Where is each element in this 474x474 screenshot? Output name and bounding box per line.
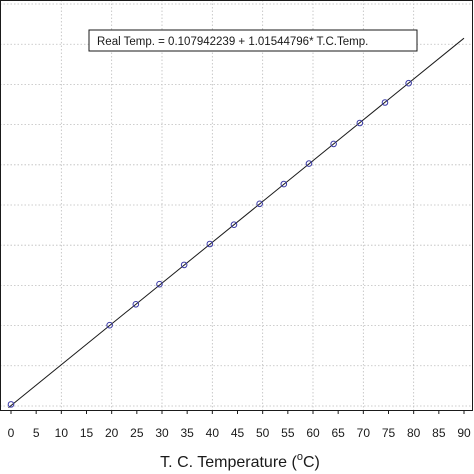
x-tick-label: 90 (457, 426, 471, 440)
x-tick-label: 40 (206, 426, 220, 440)
x-axis-title-end: C) (303, 454, 320, 471)
data-point (405, 79, 412, 87)
data-point (7, 401, 15, 408)
data-point (156, 280, 163, 288)
equation-box: Real Temp. = 0.107942239 + 1.01544796* T… (88, 29, 418, 52)
data-point (280, 180, 288, 188)
data-point (381, 99, 389, 106)
x-tick-label: 10 (55, 426, 69, 440)
equation-box-frame (88, 29, 418, 52)
x-tick-label: 25 (130, 426, 144, 440)
x-tick-label: 70 (357, 426, 371, 440)
x-tick-label: 85 (432, 426, 446, 440)
data-points (7, 79, 412, 408)
x-tick-label: 30 (155, 426, 169, 440)
data-point (132, 300, 140, 308)
gridlines (0, 0, 473, 410)
x-tick-label: 45 (231, 426, 245, 440)
x-axis-title: T. C. Temperature (oC) (160, 451, 320, 471)
x-axis-title-superscript: o (297, 451, 303, 463)
x-tick-label: 5 (33, 426, 40, 440)
x-tick-label: 75 (382, 426, 396, 440)
data-point (106, 321, 113, 329)
x-tick-label: 55 (281, 426, 295, 440)
data-point (206, 240, 214, 248)
data-point (305, 160, 313, 167)
data-point (180, 261, 188, 269)
x-tick-label: 0 (8, 426, 15, 440)
data-point (356, 119, 364, 127)
data-point (330, 140, 337, 148)
equation-label: Real Temp. = 0.107942239 + 1.01544796* T… (97, 36, 368, 48)
x-axis-title-main: T. C. Temperature ( (160, 454, 297, 471)
x-tick-label: 35 (180, 426, 194, 440)
x-tick-label: 20 (105, 426, 119, 440)
x-axis-ticks: 0 5 10 15 20 25 30 35 40 45 50 55 60 65 70 75 80 85 90 (8, 410, 471, 440)
data-point (230, 221, 238, 228)
x-tick-label: 60 (306, 426, 320, 440)
x-tick-label: 50 (256, 426, 270, 440)
x-tick-label: 15 (80, 426, 94, 440)
data-point (256, 200, 263, 208)
plot-area-frame (0, 0, 473, 411)
x-tick-label: 65 (331, 426, 345, 440)
x-tick-label: 80 (407, 426, 421, 440)
